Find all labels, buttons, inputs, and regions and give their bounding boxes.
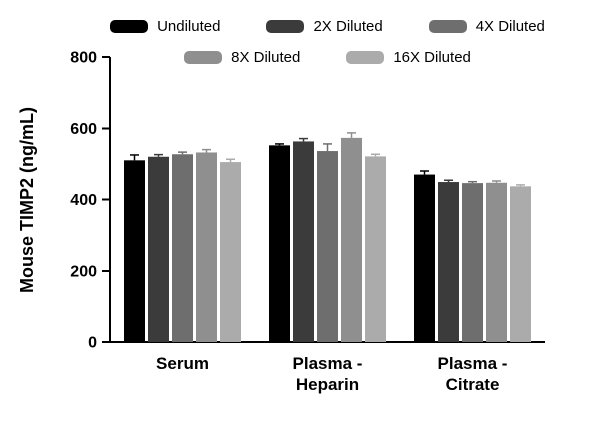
bar (124, 160, 145, 342)
bar (365, 156, 386, 342)
x-category-label: Heparin (296, 375, 359, 394)
legend-swatch-icon (266, 20, 305, 33)
y-tick-label: 800 (70, 50, 97, 67)
chart-legend: Undiluted 2X Diluted 4X Diluted 8X Diluted… (110, 18, 545, 80)
bar (317, 151, 338, 342)
x-category-label: Plasma - (293, 354, 363, 373)
y-tick-label: 600 (70, 121, 97, 138)
legend-label: 4X Diluted (475, 18, 545, 35)
x-category-label: Serum (156, 354, 209, 373)
legend-item: 4X Diluted (428, 18, 545, 35)
legend-item: 8X Diluted (184, 49, 300, 66)
bar (172, 154, 193, 342)
x-category-label: Plasma - (438, 354, 508, 373)
bar (414, 174, 435, 342)
legend-row-1: Undiluted 2X Diluted 4X Diluted (110, 18, 545, 35)
legend-item: 16X Diluted (346, 49, 471, 66)
legend-swatch-icon (346, 51, 385, 64)
legend-label: 2X Diluted (313, 18, 383, 35)
bar (293, 141, 314, 342)
y-tick-label: 200 (70, 263, 97, 280)
bar (462, 183, 483, 342)
bar (220, 162, 241, 342)
bar (269, 145, 290, 342)
y-tick-label: 0 (88, 335, 97, 352)
bar (486, 182, 507, 342)
legend-swatch-icon (184, 51, 223, 64)
legend-label: Undiluted (157, 18, 221, 35)
bar (341, 137, 362, 342)
bar (196, 152, 217, 342)
legend-label: 16X Diluted (393, 49, 471, 66)
legend-label: 8X Diluted (231, 49, 301, 66)
x-category-label: Citrate (446, 375, 500, 394)
legend-item: Undiluted (110, 18, 220, 35)
bar (510, 186, 531, 342)
legend-swatch-icon (110, 20, 149, 33)
y-tick-label: 400 (70, 192, 97, 209)
legend-item: 2X Diluted (266, 18, 383, 35)
legend-row-2: 8X Diluted 16X Diluted (110, 49, 545, 66)
legend-swatch-icon (428, 20, 467, 33)
bar (438, 182, 459, 342)
bar (148, 156, 169, 342)
